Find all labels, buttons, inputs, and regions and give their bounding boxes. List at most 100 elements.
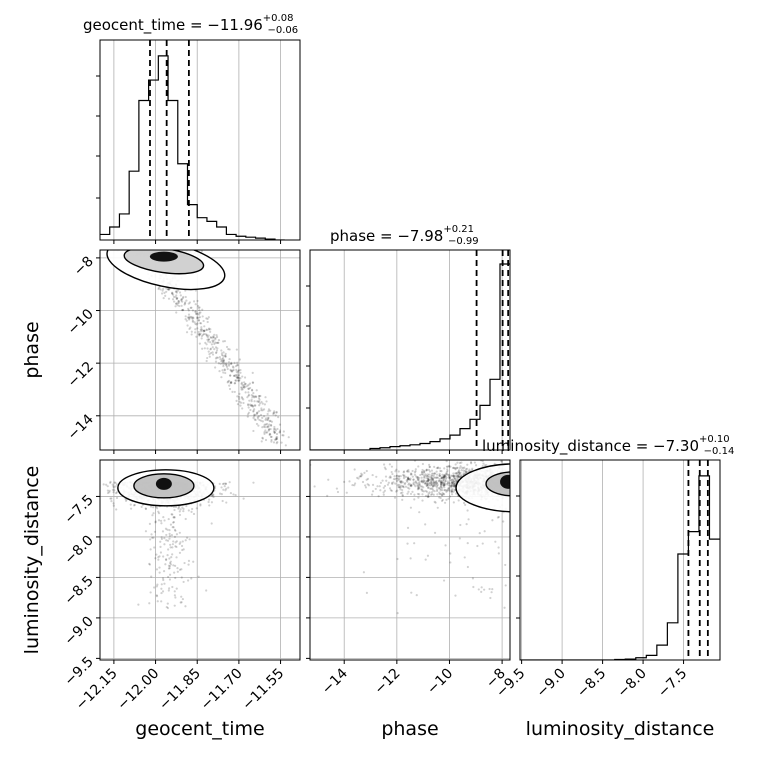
- sample-point: [167, 246, 169, 248]
- sample-point: [139, 245, 141, 247]
- sample-point: [236, 376, 239, 379]
- sample-point: [191, 242, 193, 244]
- sample-point: [156, 507, 159, 510]
- sample-point: [169, 560, 172, 563]
- sample-point: [457, 471, 461, 474]
- sample-point: [440, 482, 443, 485]
- sample-point: [248, 386, 252, 390]
- sample-point: [454, 474, 457, 478]
- sample-point: [207, 316, 210, 319]
- sample-point: [242, 401, 245, 405]
- sample-point: [459, 465, 462, 468]
- sample-point: [502, 520, 505, 523]
- sample-point: [152, 536, 155, 539]
- sample-point: [231, 390, 234, 393]
- sample-point: [186, 247, 188, 249]
- sample-point: [451, 478, 454, 481]
- sample-point: [428, 491, 431, 494]
- sample-point: [232, 368, 235, 372]
- sample-point: [172, 540, 175, 543]
- sample-point: [278, 431, 281, 434]
- sample-point: [268, 420, 271, 423]
- sample-point: [216, 347, 219, 350]
- sample-point: [171, 543, 175, 546]
- sample-point: [246, 396, 249, 399]
- sample-point: [282, 430, 285, 433]
- sample-point: [265, 400, 268, 403]
- sample-point: [447, 497, 450, 500]
- sample-point: [182, 510, 185, 513]
- sample-point: [262, 408, 266, 411]
- sample-point: [167, 548, 170, 551]
- sample-point: [449, 478, 452, 481]
- sample-point: [226, 381, 229, 384]
- sample-point: [348, 480, 351, 483]
- sample-point: [382, 486, 385, 489]
- sample-point: [432, 479, 435, 482]
- sample-point: [439, 492, 442, 496]
- sample-point: [432, 474, 435, 477]
- sample-point: [401, 493, 404, 497]
- title-luminosity-distance: luminosity_distance = −7.30+0.10 −0.14: [482, 434, 734, 457]
- sample-point: [171, 546, 174, 549]
- sample-point: [158, 247, 160, 249]
- sample-point: [435, 476, 439, 479]
- sample-point: [401, 498, 404, 501]
- sample-point: [159, 241, 161, 243]
- sample-point: [151, 243, 153, 245]
- sample-point: [433, 465, 436, 468]
- sample-point: [211, 340, 215, 344]
- x-tick-label: −12.00: [114, 666, 162, 714]
- sample-point: [452, 475, 455, 478]
- sample-point: [149, 591, 152, 594]
- sample-point: [482, 462, 485, 465]
- sample-point: [417, 487, 420, 490]
- sample-point: [435, 470, 438, 473]
- sample-point: [168, 587, 171, 590]
- sample-point: [404, 485, 408, 488]
- sample-point: [151, 536, 154, 539]
- sample-point: [247, 411, 251, 414]
- sample-point: [483, 464, 487, 467]
- sample-point: [192, 245, 194, 247]
- sample-point: [158, 246, 160, 248]
- sample-point: [446, 482, 449, 485]
- panel-luminosity-distance-vs-phase: −14 −12 −10 −8: [306, 459, 511, 698]
- sample-point: [189, 326, 192, 329]
- sample-point: [384, 475, 388, 478]
- sample-point: [417, 482, 420, 485]
- sample-point: [238, 397, 241, 400]
- sample-point: [158, 247, 160, 249]
- sample-point: [244, 382, 247, 386]
- sample-point: [433, 480, 436, 483]
- sample-point: [265, 417, 268, 420]
- sample-point: [189, 306, 192, 310]
- sample-point: [236, 374, 239, 377]
- sample-point: [257, 410, 261, 413]
- sample-point: [420, 473, 423, 476]
- sample-point: [182, 295, 185, 299]
- sample-point: [393, 475, 396, 478]
- sample-point: [268, 432, 271, 435]
- sample-point: [439, 469, 442, 473]
- sample-point: [172, 526, 175, 529]
- sample-point: [422, 490, 425, 493]
- sample-point: [201, 308, 204, 311]
- sample-point: [213, 348, 216, 351]
- sample-point: [236, 361, 239, 364]
- sample-point: [277, 415, 280, 419]
- sample-point: [174, 245, 176, 247]
- sample-point: [213, 333, 216, 336]
- sample-point: [432, 481, 435, 484]
- sample-point: [287, 436, 290, 439]
- sample-point: [438, 486, 441, 489]
- sample-point: [174, 541, 177, 544]
- sample-point: [270, 438, 273, 442]
- sample-point: [432, 472, 435, 475]
- sample-point: [452, 480, 456, 483]
- sample-point: [229, 382, 232, 385]
- sample-point: [153, 245, 155, 247]
- sample-point: [162, 245, 164, 247]
- sample-point: [168, 534, 171, 537]
- sample-point: [194, 303, 197, 306]
